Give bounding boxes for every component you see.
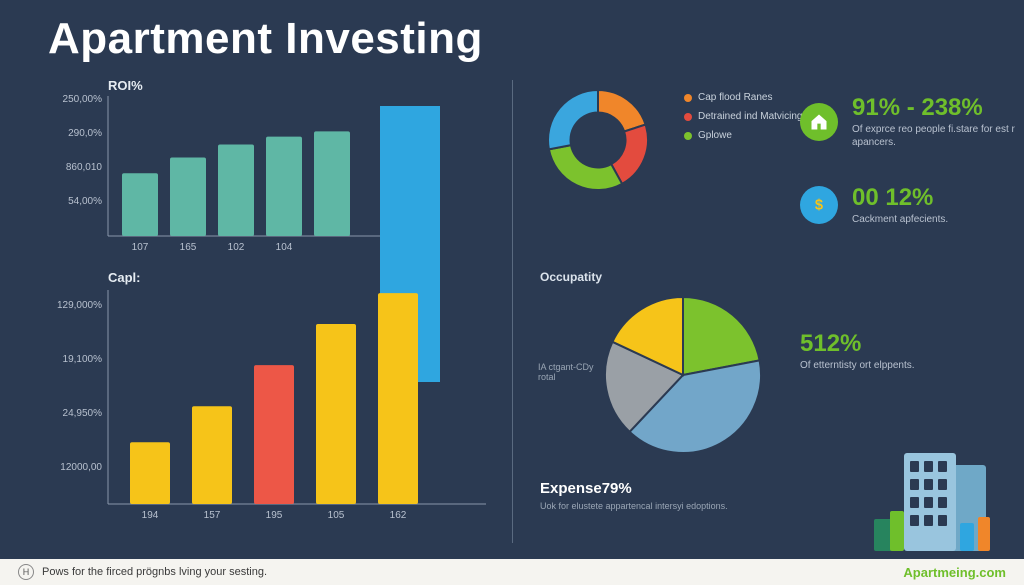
- footer-bar: H Pows for the firced prögnbs lving your…: [0, 559, 1024, 585]
- infographic-root: Apartment Investing ROI% 250,00% 290,0% 860…: [0, 0, 1024, 585]
- svg-text:104: 104: [276, 242, 293, 253]
- footer-brand: Apartmeing.com: [903, 565, 1006, 580]
- footer-text: Pows for the firced prögnbs lving your s…: [42, 566, 267, 578]
- footer-badge-icon: H: [18, 564, 34, 580]
- page-title: Apartment Investing: [48, 14, 483, 64]
- stat-value: 512%: [800, 330, 915, 358]
- stat-value: 91% - 238%: [852, 94, 1022, 122]
- svg-text:19,100%: 19,100%: [63, 354, 103, 365]
- svg-text:162: 162: [390, 510, 407, 521]
- svg-text:ROI%: ROI%: [108, 78, 143, 93]
- svg-text:$: $: [815, 198, 823, 214]
- occupancy-pie-chart: [598, 290, 768, 460]
- svg-text:165: 165: [180, 242, 197, 253]
- vertical-divider: [512, 80, 513, 543]
- cap-bar-chart: Capl: 129,000% 19,100% 24,950% 12000,00 194 15…: [46, 268, 506, 528]
- occupancy-sublabel: IA ctgant-CDy rotal: [538, 362, 598, 382]
- svg-text:12000,00: 12000,00: [60, 462, 102, 473]
- legend-item: Gplowe: [684, 130, 803, 141]
- buildings-icon: [832, 423, 1002, 553]
- home-icon: [800, 103, 838, 141]
- svg-text:24,950%: 24,950%: [63, 408, 103, 419]
- stat-desc: Cackment apfecients.: [852, 214, 948, 227]
- svg-text:105: 105: [328, 510, 345, 521]
- svg-text:129,000%: 129,000%: [57, 300, 102, 311]
- occupancy-title: Occupatity: [540, 270, 602, 284]
- legend-label: Detrained ind Matvicing: [698, 111, 803, 122]
- dollar-icon: $: [800, 186, 838, 224]
- svg-text:Capl:: Capl:: [108, 270, 141, 285]
- stat-3: 512% Of etterntisty ort elppents.: [800, 330, 915, 373]
- legend-swatch: [684, 94, 692, 102]
- stat-value: 00 12%: [852, 184, 948, 212]
- svg-text:290,0%: 290,0%: [68, 128, 102, 139]
- expense-sub: Uok for elustete appartencal intersyi ed…: [540, 501, 728, 511]
- svg-text:194: 194: [142, 510, 159, 521]
- expense-title: Expense79%: [540, 480, 728, 497]
- svg-text:195: 195: [266, 510, 283, 521]
- svg-text:250,00%: 250,00%: [63, 94, 103, 105]
- stat-desc: Of etterntisty ort elppents.: [800, 360, 915, 373]
- legend-swatch: [684, 113, 692, 121]
- roi-bar-chart: ROI% 250,00% 290,0% 860,010 54,00% 107 165 102 1…: [46, 78, 506, 258]
- legend-item: Detrained ind Matvicing: [684, 111, 803, 122]
- svg-text:107: 107: [132, 242, 149, 253]
- legend-item: Cap flood Ranes: [684, 92, 803, 103]
- svg-text:157: 157: [204, 510, 221, 521]
- legend-label: Gplowe: [698, 130, 732, 141]
- donut-chart: [536, 78, 676, 218]
- legend-swatch: [684, 132, 692, 140]
- donut-legend: Cap flood Ranes Detrained ind Matvicing Gp…: [684, 92, 803, 149]
- stat-1: 91% - 238% Of exprce reo people fi.stare…: [800, 94, 1022, 149]
- expense-label: Expense79% Uok for elustete appartencal …: [540, 480, 728, 511]
- stat-2: $ 00 12% Cackment apfecients.: [800, 184, 948, 227]
- legend-label: Cap flood Ranes: [698, 92, 773, 103]
- stat-desc: Of exprce reo people fi.stare for est r …: [852, 124, 1022, 149]
- svg-text:54,00%: 54,00%: [68, 196, 102, 207]
- svg-text:860,010: 860,010: [66, 162, 103, 173]
- svg-text:102: 102: [228, 242, 245, 253]
